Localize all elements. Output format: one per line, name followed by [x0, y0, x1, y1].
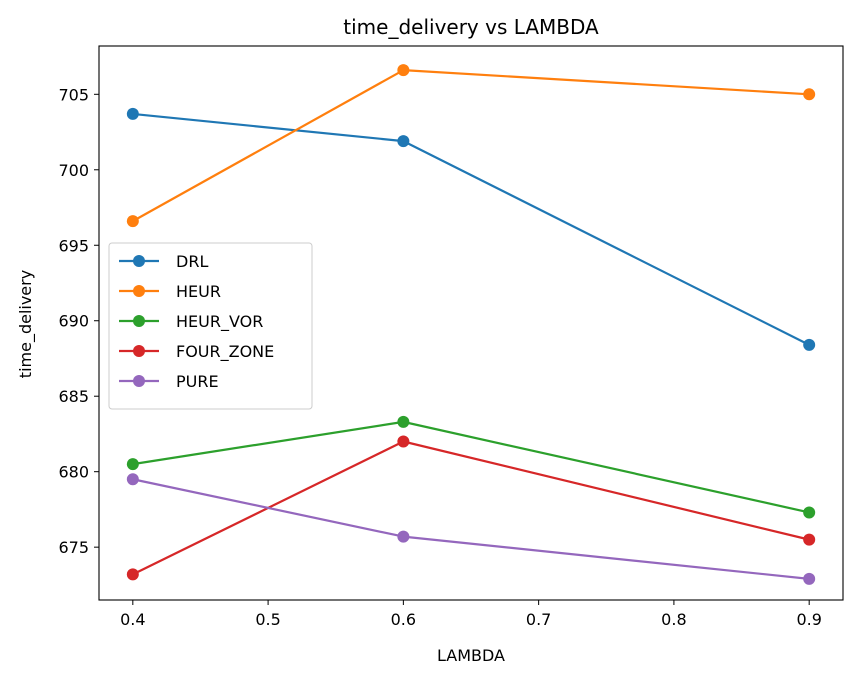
legend-entry: DRL	[119, 252, 208, 271]
legend-label: PURE	[176, 372, 219, 391]
y-axis: 675 680 685 690 695 700 705	[58, 85, 99, 557]
legend-label: HEUR_VOR	[176, 312, 263, 332]
y-axis-title: time_delivery	[16, 270, 36, 378]
series-pure	[126, 473, 816, 585]
legend-entry: HEUR	[119, 282, 221, 301]
y-tick-label: 705	[58, 85, 89, 104]
x-axis: 0.4 0.5 0.6 0.7 0.8 0.9	[120, 600, 822, 629]
data-point	[803, 338, 816, 351]
series-line	[132, 478, 810, 580]
series-four-zone	[126, 435, 816, 581]
legend-label: FOUR_ZONE	[176, 342, 274, 362]
series-line	[132, 420, 810, 514]
data-point	[803, 506, 816, 519]
legend-marker	[133, 315, 145, 327]
data-point	[803, 533, 816, 546]
data-point	[397, 64, 410, 77]
y-tick-label: 685	[58, 387, 89, 406]
legend-entry: FOUR_ZONE	[119, 342, 274, 362]
data-point	[803, 572, 816, 585]
y-tick-label: 680	[58, 463, 89, 482]
data-point	[397, 530, 410, 543]
x-tick-label: 0.5	[255, 610, 280, 629]
x-tick-label: 0.7	[526, 610, 551, 629]
data-point	[126, 107, 139, 120]
data-point	[126, 568, 139, 581]
legend-marker	[133, 345, 145, 357]
y-tick-label: 695	[58, 236, 89, 255]
y-tick-label: 675	[58, 538, 89, 557]
legend-marker	[133, 255, 145, 267]
legend: DRL HEUR HEUR_VOR FOUR_ZONE PURE	[108, 242, 313, 410]
x-tick-label: 0.4	[120, 610, 145, 629]
series-line	[132, 69, 810, 223]
x-axis-title: LAMBDA	[437, 646, 505, 665]
data-point	[126, 473, 139, 486]
legend-frame	[108, 242, 313, 410]
y-tick-label: 690	[58, 312, 89, 331]
series-heur-vor	[126, 415, 816, 519]
x-tick-label: 0.8	[661, 610, 686, 629]
data-point	[397, 135, 410, 148]
x-tick-label: 0.6	[391, 610, 416, 629]
series-line	[132, 440, 810, 576]
legend-label: DRL	[176, 252, 208, 271]
axes-frame	[98, 45, 844, 601]
x-tick-label: 0.9	[796, 610, 821, 629]
data-point	[397, 435, 410, 448]
chart-title: time_delivery vs LAMBDA	[343, 15, 599, 39]
legend-label: HEUR	[176, 282, 221, 301]
data-point	[397, 415, 410, 428]
plot-area	[98, 45, 844, 601]
data-point	[126, 215, 139, 228]
legend-marker	[133, 285, 145, 297]
series-drl	[126, 107, 816, 351]
y-tick-label: 700	[58, 161, 89, 180]
series-heur	[126, 64, 816, 228]
legend-marker	[133, 375, 145, 387]
legend-entry: HEUR_VOR	[119, 312, 263, 332]
data-point	[803, 88, 816, 101]
data-point	[126, 458, 139, 471]
legend-entry: PURE	[119, 372, 219, 391]
